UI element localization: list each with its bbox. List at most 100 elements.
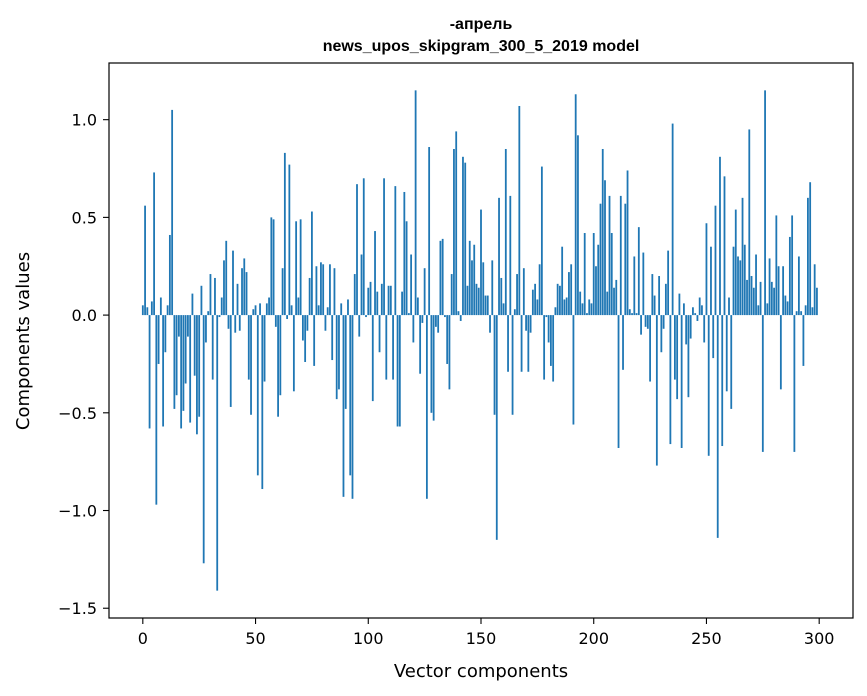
bar-206	[606, 291, 609, 316]
bar-112	[394, 186, 397, 316]
bar-130	[435, 315, 437, 327]
bar-163	[509, 195, 512, 316]
bar-137	[450, 274, 453, 316]
bar-18	[182, 315, 185, 411]
bar-249	[703, 315, 706, 343]
bar-204	[601, 148, 604, 316]
bar-267	[743, 244, 746, 316]
bar-101	[369, 281, 372, 316]
bar-169	[522, 268, 525, 316]
bar-81	[324, 315, 327, 331]
bar-223	[644, 315, 647, 327]
bar-251	[707, 315, 710, 456]
bar-260	[728, 297, 730, 316]
bar-297	[811, 307, 814, 316]
bar-30	[209, 274, 212, 316]
bar-105	[378, 315, 381, 353]
bar-67	[292, 315, 295, 392]
bar-205	[604, 180, 606, 316]
bar-225	[649, 315, 651, 382]
y-tick-label-5: 1.0	[72, 111, 97, 130]
bar-265	[739, 260, 742, 316]
bar-243	[689, 315, 692, 339]
bar-252	[710, 246, 712, 316]
bar-185	[559, 285, 561, 316]
bar-127	[428, 147, 431, 316]
bar-128	[430, 315, 433, 413]
bar-3	[148, 315, 151, 429]
bar-288	[791, 215, 794, 316]
bar-139	[455, 131, 458, 316]
bar-281	[775, 215, 778, 316]
bar-191	[572, 315, 575, 425]
bar-40	[232, 250, 234, 316]
bar-17	[180, 315, 183, 429]
bar-54	[263, 315, 266, 382]
bar-45	[243, 258, 246, 316]
bar-49	[252, 309, 255, 316]
bar-144	[466, 285, 469, 316]
bar-117	[405, 221, 408, 316]
bar-2	[146, 307, 149, 316]
bar-221	[640, 315, 642, 335]
x-tick-label-150: 150	[466, 629, 497, 648]
bar-272	[755, 254, 757, 316]
bar-231	[662, 315, 665, 329]
bar-216	[628, 309, 631, 316]
bar-254	[714, 205, 717, 316]
bar-219	[635, 313, 638, 316]
bar-57	[270, 217, 273, 316]
bar-85	[333, 268, 336, 316]
bar-73	[306, 315, 309, 331]
bar-6	[155, 315, 158, 505]
bar-118	[407, 313, 410, 316]
bar-193	[577, 135, 579, 316]
bar-159	[500, 277, 503, 316]
bar-148	[475, 283, 478, 316]
y-tick-label-1: −1.0	[58, 502, 97, 521]
bar-257	[721, 315, 724, 447]
bar-179	[545, 315, 548, 318]
bar-131	[437, 315, 440, 333]
bar-133	[441, 238, 444, 316]
bar-207	[608, 195, 611, 316]
bar-46	[245, 272, 248, 316]
bar-246	[696, 315, 699, 321]
bar-173	[531, 289, 534, 316]
bar-156	[493, 315, 496, 415]
bar-15	[175, 315, 178, 396]
bar-0	[141, 305, 144, 316]
bar-182	[552, 315, 555, 382]
bar-278	[768, 258, 771, 316]
bar-250	[705, 223, 708, 316]
bar-198	[588, 299, 591, 316]
bar-165	[513, 309, 516, 316]
bar-188	[565, 297, 568, 316]
bar-38	[227, 315, 230, 329]
bar-122	[416, 297, 419, 316]
bar-229	[658, 276, 661, 316]
bar-228	[655, 315, 658, 466]
bar-95	[356, 184, 358, 316]
bar-292	[800, 311, 803, 316]
bar-143	[464, 162, 467, 316]
bar-32	[214, 277, 216, 316]
bar-74	[308, 277, 311, 316]
bar-195	[581, 303, 584, 316]
bar-201	[595, 266, 597, 316]
bar-271	[752, 287, 755, 316]
bar-266	[741, 197, 744, 316]
bar-114	[398, 315, 401, 427]
bar-22	[191, 293, 194, 316]
bar-158	[498, 197, 500, 316]
bar-126	[425, 315, 428, 499]
bar-286	[786, 301, 789, 316]
bar-4	[150, 301, 153, 316]
bar-181	[549, 315, 552, 366]
bar-113	[396, 315, 399, 427]
bar-108	[385, 315, 388, 380]
bar-27	[202, 315, 205, 564]
bar-58	[272, 219, 275, 316]
bar-277	[766, 303, 769, 316]
bar-70	[299, 219, 302, 316]
